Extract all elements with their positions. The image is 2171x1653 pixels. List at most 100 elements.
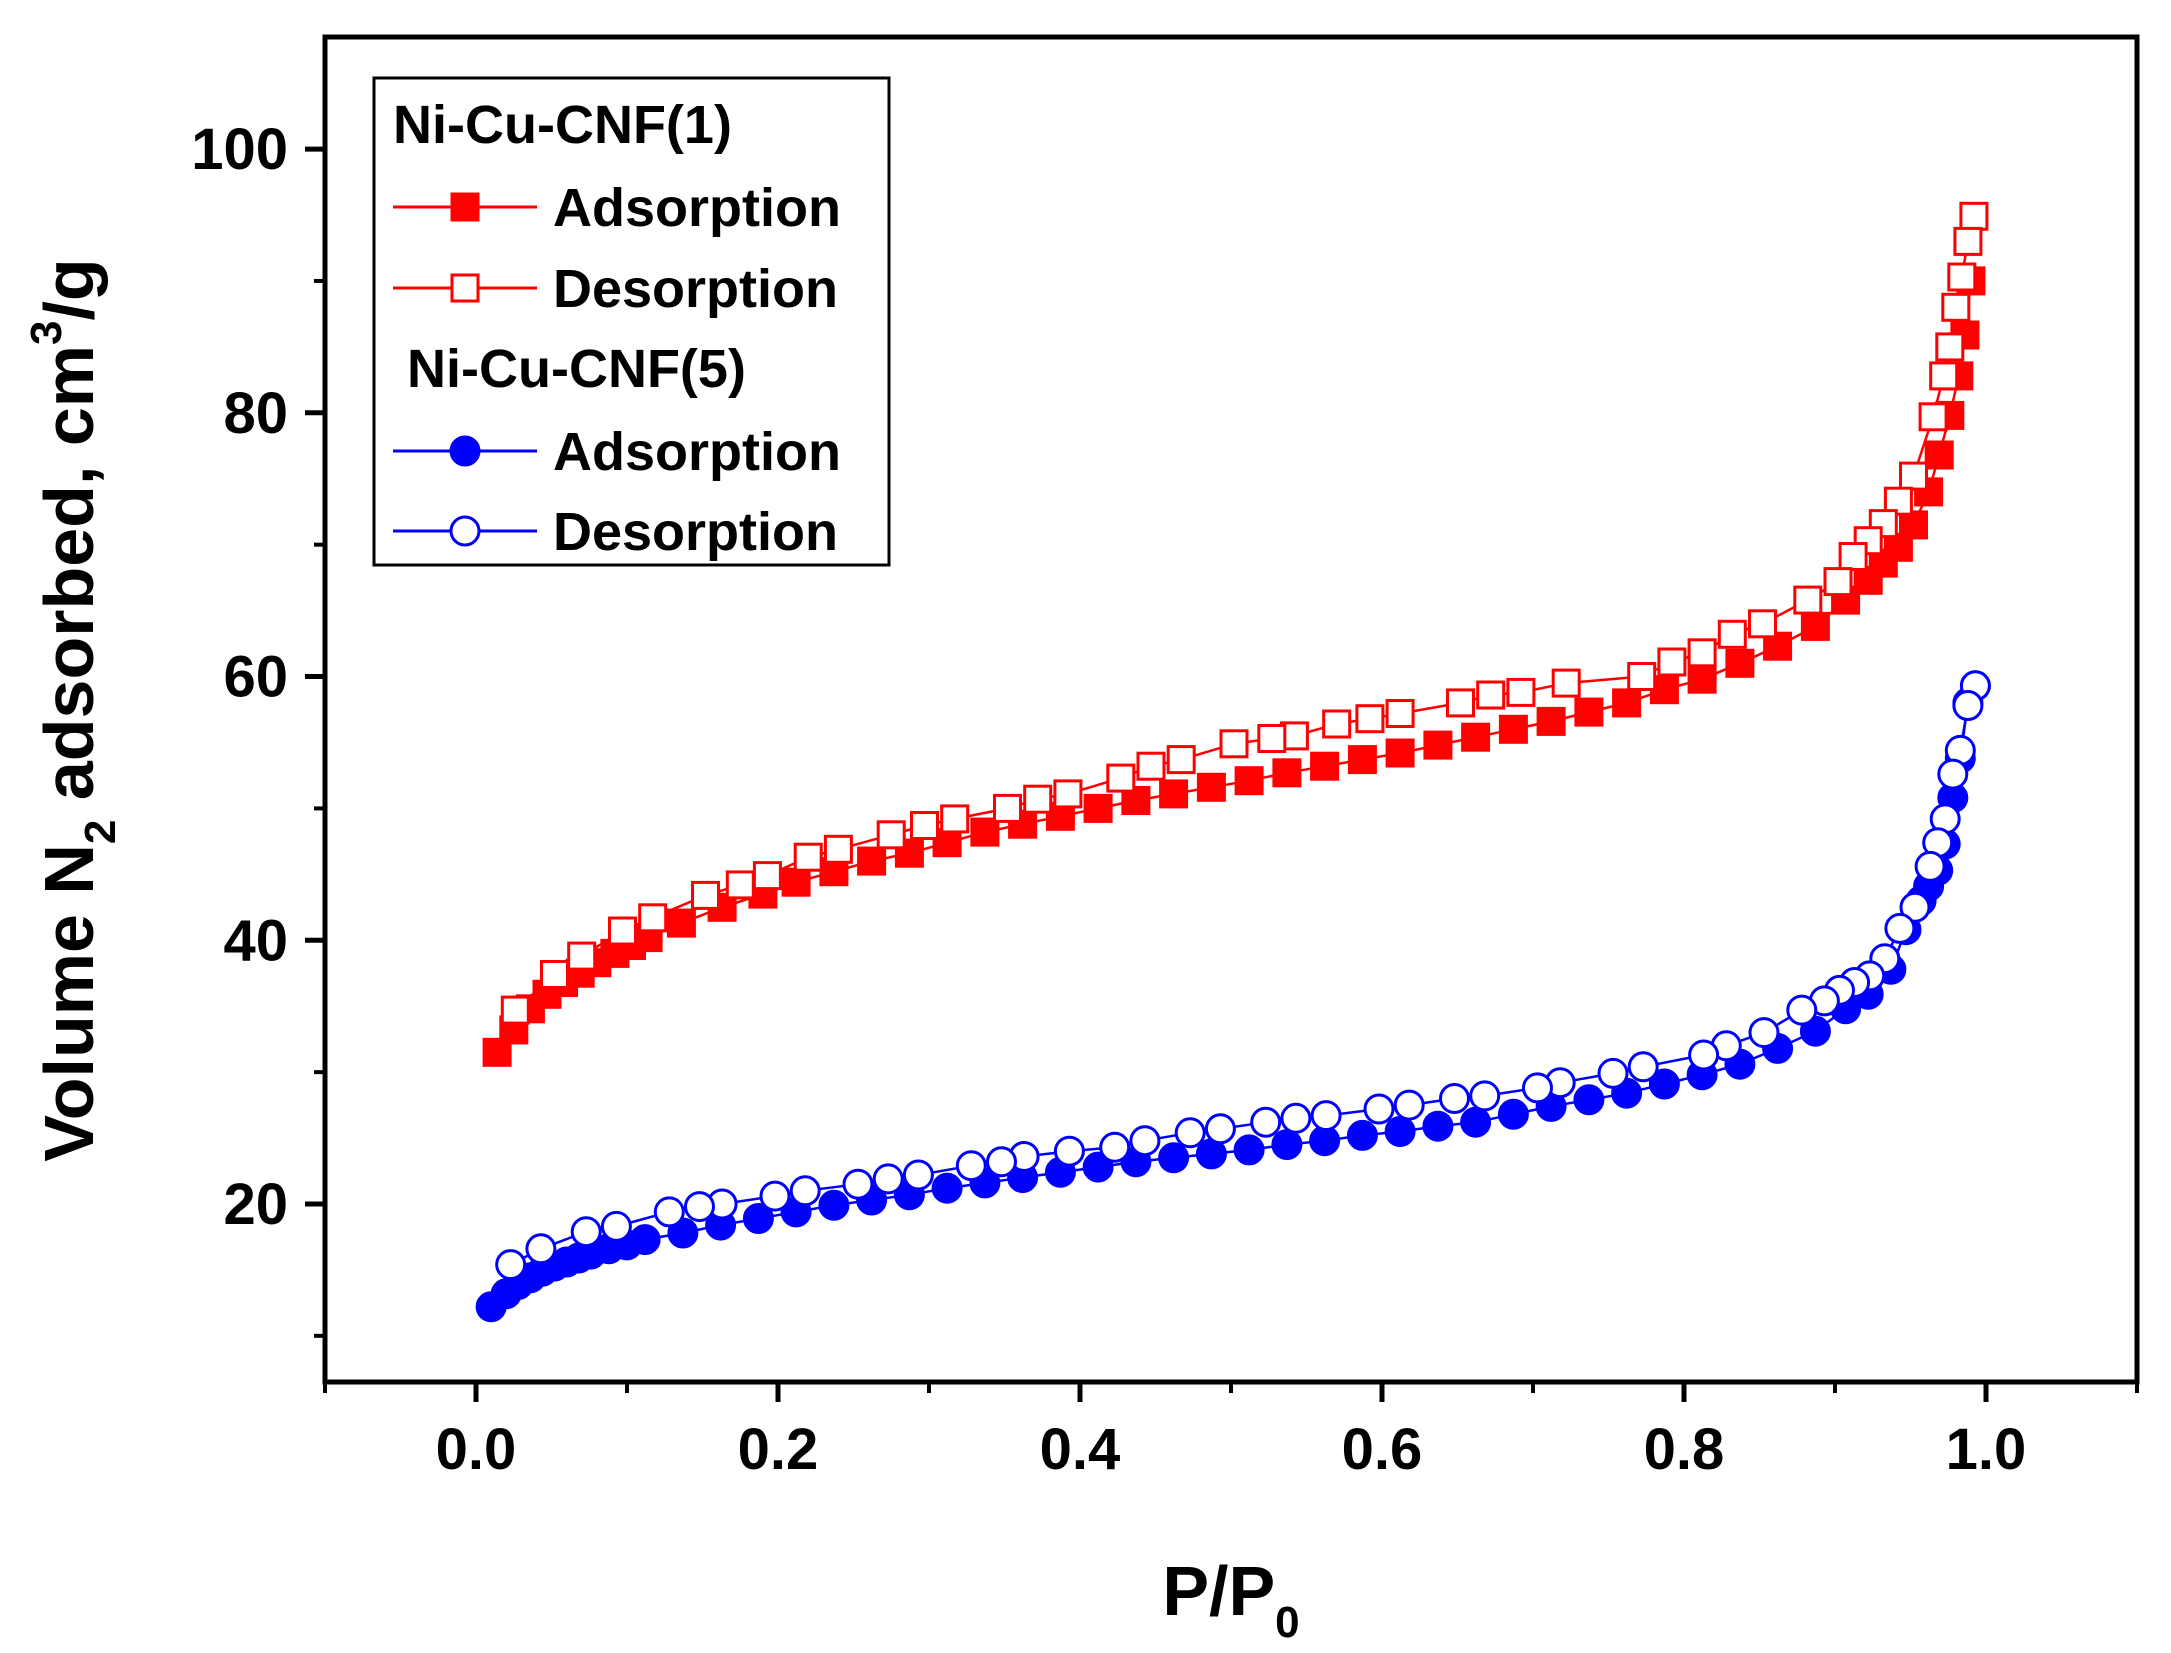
data-point [1914, 850, 1946, 882]
data-point [1725, 648, 1755, 678]
legend-entry-2: Desorption [553, 259, 838, 319]
data-point [638, 903, 668, 933]
data-point [1800, 611, 1830, 641]
data-point [1053, 1135, 1085, 1167]
x-axis-label: P/P0 [1162, 1552, 1299, 1647]
data-point [495, 1249, 527, 1281]
data-point [1868, 509, 1898, 539]
y-tick-label: 60 [223, 645, 288, 710]
data-point [1355, 704, 1385, 734]
legend-marker-filled-circle [449, 435, 481, 467]
data-point [1082, 1151, 1114, 1183]
data-point [931, 1172, 963, 1204]
legend: Ni-Cu-CNF(1) Adsorption Desorption Ni-Cu… [372, 76, 891, 567]
data-point [1687, 638, 1717, 668]
data-point [540, 960, 569, 989]
y-tick-label: 100 [191, 117, 288, 182]
data-point [1385, 699, 1415, 728]
data-point [872, 1163, 904, 1195]
data-point [1159, 779, 1189, 809]
data-point [1952, 690, 1984, 721]
data-point [1498, 714, 1528, 744]
data-point [1935, 332, 1965, 362]
data-point [1129, 1125, 1161, 1157]
series-2 [500, 201, 1989, 1025]
data-point [1627, 662, 1657, 691]
data-point [666, 908, 696, 938]
data-point [1627, 1051, 1659, 1083]
data-point [1937, 758, 1969, 790]
data-point [759, 1180, 791, 1212]
y-tick-label: 20 [223, 1172, 288, 1237]
data-point [1219, 729, 1249, 759]
data-point [684, 1191, 715, 1223]
data-point [1250, 1106, 1282, 1138]
data-point [567, 941, 597, 971]
data-point [1099, 1131, 1131, 1163]
data-point [691, 880, 720, 910]
data-point [1551, 668, 1581, 698]
data-point [1158, 1142, 1190, 1174]
legend-marker-open-circle [449, 515, 481, 547]
data-point [1573, 1084, 1605, 1116]
legend-entry-3: Adsorption [553, 422, 841, 482]
data-point [1929, 361, 1959, 391]
data-point [1271, 1129, 1303, 1161]
data-point [1648, 1068, 1680, 1100]
data-point [1106, 763, 1136, 793]
data-point [970, 817, 1000, 847]
y-tick-label: 40 [223, 908, 288, 973]
data-point [1536, 706, 1566, 736]
data-point [1823, 567, 1853, 597]
data-point [1322, 709, 1352, 739]
data-point [1786, 994, 1818, 1026]
data-point [1748, 609, 1777, 639]
data-point [1422, 1110, 1454, 1142]
data-point [1953, 226, 1983, 256]
x-tick-label: 1.0 [1946, 1417, 2027, 1482]
data-point [1346, 1119, 1378, 1151]
legend-marker-open-square [450, 273, 480, 303]
data-point [818, 1189, 850, 1221]
y-axis: 20 40 60 80 100 [191, 117, 325, 1338]
data-point [910, 811, 939, 840]
legend-entry-4: Desorption [553, 502, 838, 562]
data-point [876, 820, 906, 850]
data-point [1363, 1093, 1395, 1125]
data-point [789, 1175, 821, 1207]
data-point [1522, 1072, 1553, 1104]
data-point [1476, 680, 1506, 710]
data-point [1423, 730, 1453, 760]
x-tick-label: 0.2 [738, 1417, 819, 1482]
legend-group-title-2: Ni-Cu-CNF(5) [407, 339, 746, 399]
data-point [1918, 402, 1948, 432]
data-point [1280, 1102, 1312, 1134]
x-axis: 0.0 0.2 0.4 0.6 0.8 1.0 [323, 1382, 2139, 1482]
data-point [1838, 542, 1868, 571]
data-point [1233, 1134, 1265, 1166]
data-point [608, 916, 637, 946]
data-point [570, 1216, 602, 1248]
data-point [629, 1224, 661, 1256]
data-point [1924, 440, 1954, 470]
data-point [1748, 1017, 1780, 1049]
data-point [1385, 738, 1415, 768]
data-point [1204, 1113, 1236, 1145]
data-point [1687, 664, 1717, 694]
data-point [993, 793, 1022, 823]
data-point [1469, 1080, 1501, 1112]
data-point [1717, 619, 1747, 649]
data-point [525, 1233, 557, 1265]
data-point [1196, 772, 1226, 802]
plot-area [322, 34, 2140, 1385]
data-point [653, 1196, 685, 1228]
legend-marker-filled-square [450, 192, 480, 222]
data-point [1947, 262, 1977, 292]
x-tick-label: 0.6 [1342, 1417, 1423, 1482]
data-point [1272, 758, 1302, 788]
data-point [1166, 745, 1196, 775]
data-point [1688, 1039, 1720, 1071]
legend-group-title-1: Ni-Cu-CNF(1) [393, 95, 732, 155]
data-point [1121, 786, 1151, 815]
